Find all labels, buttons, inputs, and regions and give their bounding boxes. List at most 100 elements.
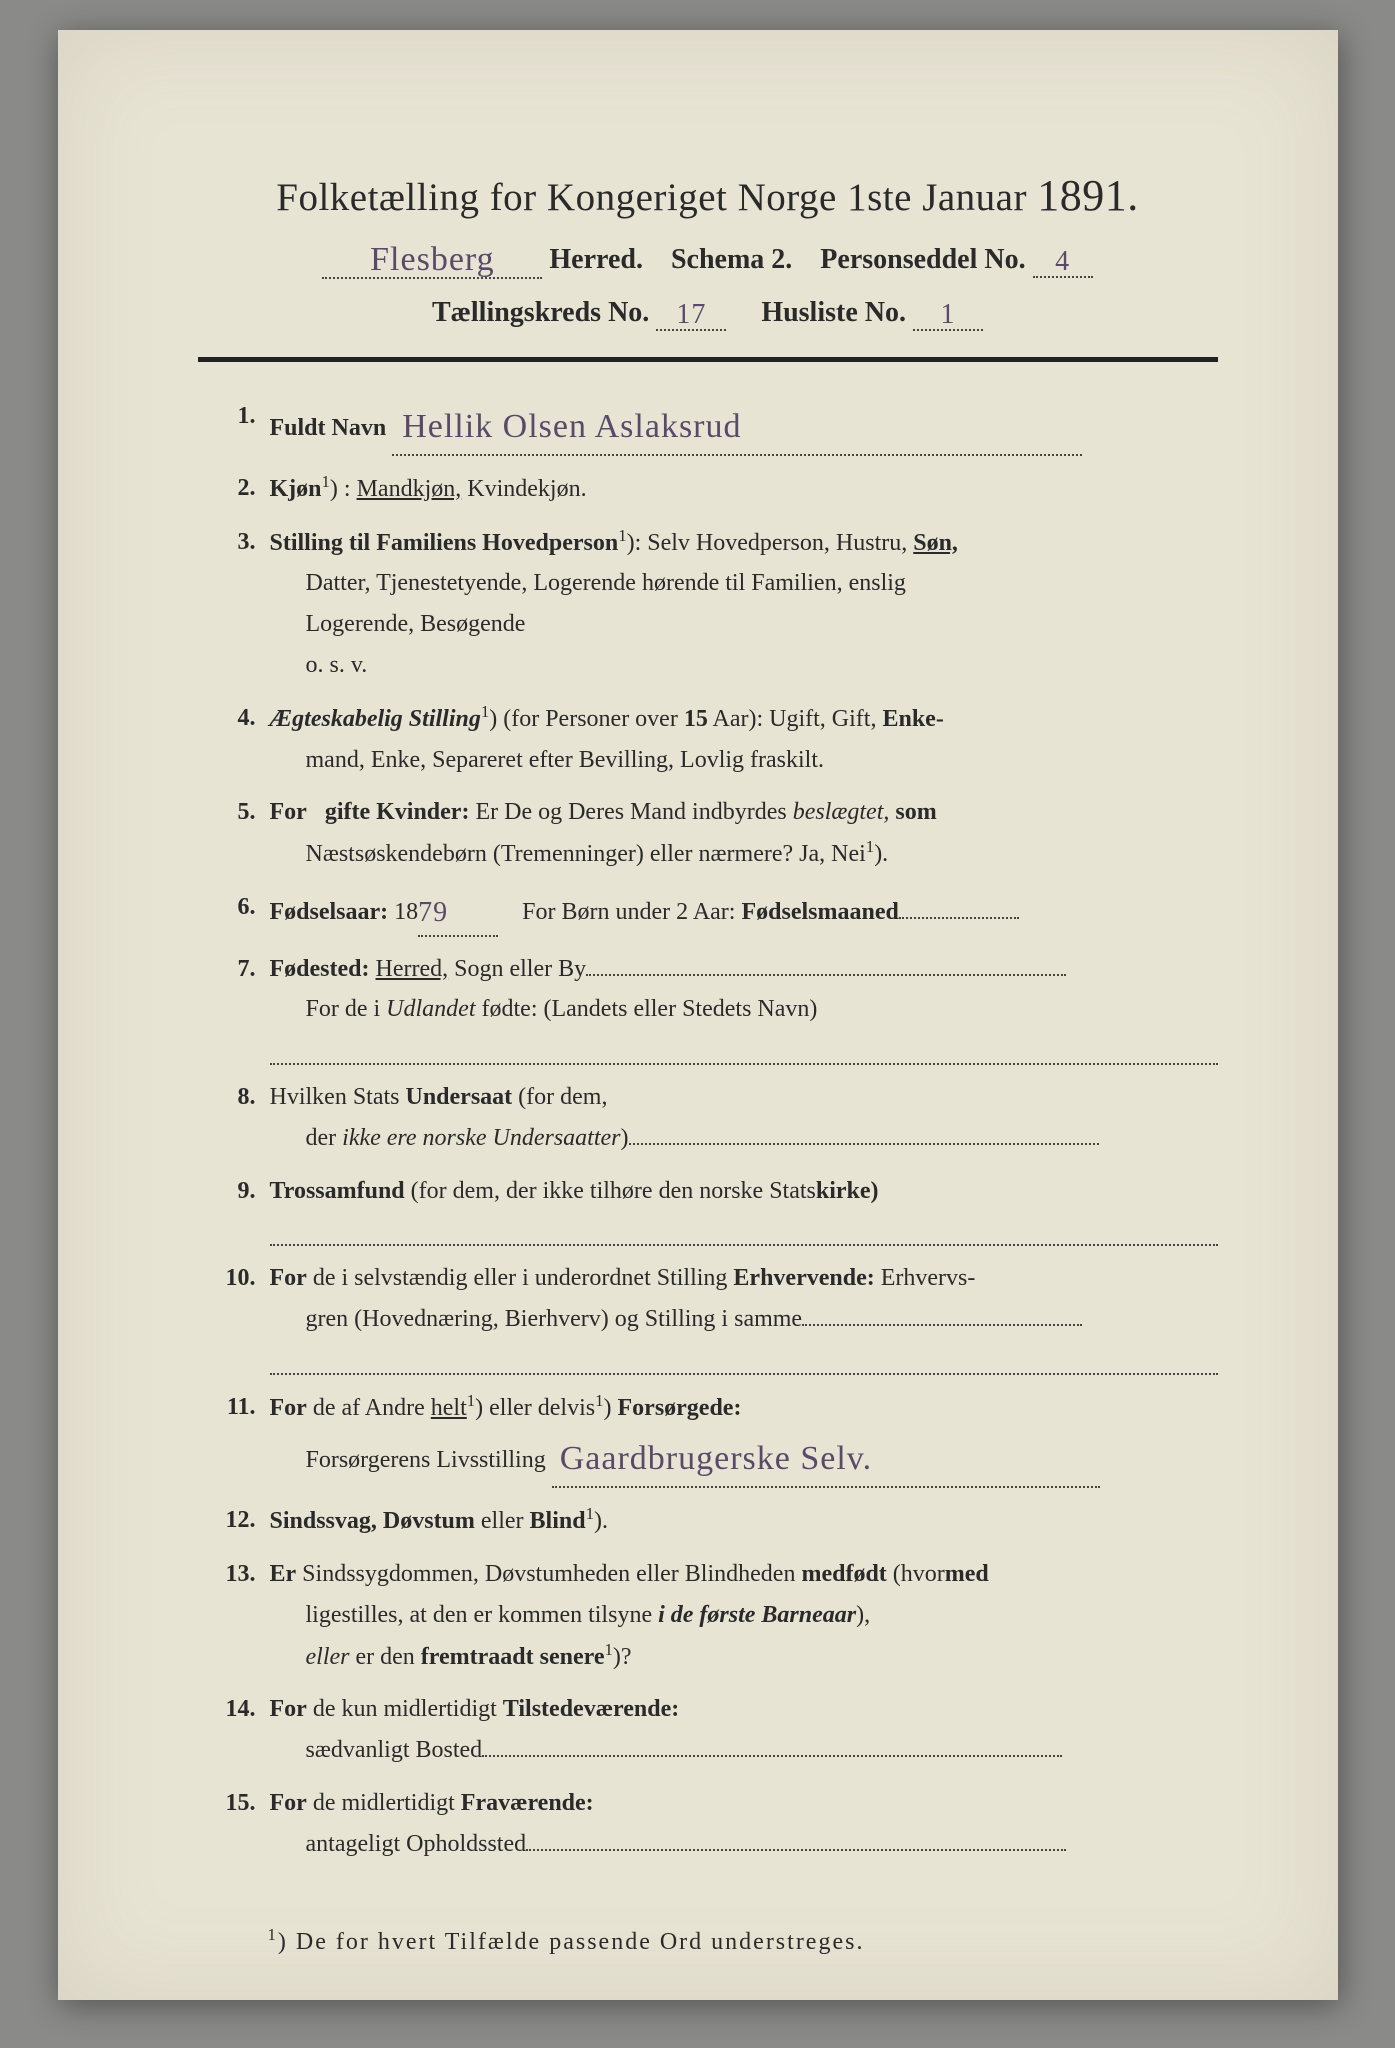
- line2b: ).: [874, 841, 888, 867]
- blank-line: [270, 1215, 1218, 1246]
- s1: 1: [467, 1391, 475, 1410]
- taellingskreds-label: Tællingskreds No.: [432, 297, 649, 328]
- entry-num: 9.: [198, 1171, 270, 1247]
- l2b: fødte: (Landets eller Stedets Navn): [476, 996, 818, 1022]
- opt-mandkjon: Mandkjøn,: [357, 476, 462, 502]
- bb: med: [945, 1561, 989, 1587]
- opt-herred: Herred,: [375, 956, 448, 982]
- after: de i selvstændig eller i underordnet Sti…: [307, 1265, 734, 1291]
- label: Fødselsaar:: [270, 899, 389, 925]
- l2b: ),: [856, 1602, 870, 1628]
- ital: Udlandet: [386, 996, 475, 1022]
- entry-10: 10. For de i selvstændig eller i underor…: [198, 1258, 1218, 1374]
- bold: Forsørgede:: [618, 1395, 742, 1421]
- entry-content: Ægteskabelig Stilling1) (for Personer ov…: [270, 698, 1218, 781]
- aa: de af Andre: [307, 1395, 431, 1421]
- after: Er De og Deres Mand indbyrdes: [469, 799, 792, 825]
- entry-content: Fuldt Navn Hellik Olsen Aslaksrud: [270, 396, 1218, 456]
- title-text: Folketælling for Kongeriget Norge 1ste J…: [276, 176, 1027, 219]
- s2: 1: [595, 1391, 603, 1410]
- entry-content: For de kun midlertidigt Tilstedeværende:…: [270, 1689, 1218, 1771]
- end: ).: [594, 1508, 608, 1534]
- entry-3: 3. Stilling til Familiens Hovedperson1):…: [198, 522, 1218, 686]
- after2: Erhvervs-: [875, 1265, 976, 1291]
- prefix: 18: [388, 899, 418, 925]
- l3a: er den: [349, 1644, 420, 1670]
- schema-label: Schema 2.: [671, 244, 792, 275]
- personseddel-field: 4: [1033, 244, 1093, 278]
- l1a: Hvilken Stats: [270, 1084, 406, 1110]
- entry-15: 15. For de midlertidigt Fraværende: anta…: [198, 1783, 1218, 1865]
- undersaat-field: [629, 1119, 1099, 1145]
- pre: For: [270, 1265, 307, 1291]
- line2: Næstsøskendebørn (Tremenninger) eller næ…: [270, 833, 1218, 875]
- fn-sup: 1: [268, 1925, 278, 1944]
- entry-9: 9. Trossamfund (for dem, der ikke tilhør…: [198, 1171, 1218, 1247]
- ital: beslægtet,: [793, 799, 890, 825]
- ul: helt: [431, 1395, 467, 1421]
- taellingskreds-value: 17: [676, 299, 706, 330]
- entry-num: 1.: [198, 396, 270, 456]
- line3: Logerende, Besøgende: [270, 604, 1218, 645]
- after: (for dem, der ikke tilhøre den norske St…: [405, 1178, 816, 1204]
- bold: Erhvervende:: [733, 1265, 874, 1291]
- entry-content: For de i selvstændig eller i underordnet…: [270, 1258, 1218, 1374]
- line2: mand, Enke, Separeret efter Bevilling, L…: [270, 740, 1218, 781]
- herred-label: Herred.: [549, 244, 643, 275]
- mid: For Børn under 2 Aar:: [522, 899, 741, 925]
- name-value: Hellik Olsen Aslaksrud: [402, 408, 741, 445]
- pre: For: [270, 1790, 307, 1816]
- entry-6: 6. Fødselsaar: 1879 For Børn under 2 Aar…: [198, 887, 1218, 937]
- entry-num: 8.: [198, 1077, 270, 1159]
- forsorger-value: Gaardbrugerske Selv.: [560, 1440, 872, 1477]
- b15: 15: [684, 706, 708, 732]
- entry-num: 10.: [198, 1258, 270, 1374]
- year-field: 79: [418, 887, 498, 937]
- entry-13: 13. Er Sindssygdommen, Døvstumheden elle…: [198, 1554, 1218, 1677]
- ac: ): [604, 1395, 618, 1421]
- entry-num: 7.: [198, 949, 270, 1065]
- line2: Forsørgerens Livsstilling Gaardbrugerske…: [270, 1428, 1218, 1488]
- mid: gifte Kvinder:: [325, 799, 470, 825]
- l1b: (for dem,: [512, 1084, 607, 1110]
- l2l: Forsørgerens Livsstilling: [306, 1447, 546, 1473]
- herred-field: Flesberg: [322, 239, 542, 279]
- month-field: [899, 893, 1019, 919]
- entry-num: 11.: [198, 1387, 270, 1489]
- label: Trossamfund: [270, 1178, 405, 1204]
- bb: Blind: [530, 1508, 586, 1534]
- opt-son: Søn,: [913, 530, 958, 556]
- pre: For: [270, 1696, 307, 1722]
- entry-content: Fødselsaar: 1879 For Børn under 2 Aar: F…: [270, 887, 1218, 937]
- ba: Sindssvag, Døvstum: [270, 1508, 475, 1534]
- entry-5: 5. For gifte Kvinder: Er De og Deres Man…: [198, 792, 1218, 875]
- fn-text: ) De for hvert Tilfælde passende Ord und…: [278, 1929, 865, 1955]
- after: de kun midlertidigt: [307, 1696, 503, 1722]
- label: Fuldt Navn: [270, 415, 387, 441]
- ab: ) eller delvis: [475, 1395, 595, 1421]
- fodested-field: [586, 950, 1066, 976]
- entry-content: Sindssvag, Døvstum eller Blind1).: [270, 1500, 1218, 1542]
- entry-14: 14. For de kun midlertidigt Tilstedevære…: [198, 1689, 1218, 1771]
- after2: Aar): Ugift, Gift,: [708, 706, 883, 732]
- bosted-field: [482, 1731, 1062, 1757]
- entry-1: 1. Fuldt Navn Hellik Olsen Aslaksrud: [198, 396, 1218, 456]
- entry-content: Kjøn1) : Mandkjøn, Kvindekjøn.: [270, 468, 1218, 510]
- header-line-2: Flesberg Herred. Schema 2. Personseddel …: [198, 239, 1218, 279]
- after: Sogn eller By: [448, 956, 586, 982]
- sup: 1: [586, 1504, 594, 1523]
- entry-8: 8. Hvilken Stats Undersaat (for dem, der…: [198, 1077, 1218, 1159]
- mid: eller: [475, 1508, 530, 1534]
- l2a: ligestilles, at den er kommen tilsyne: [306, 1602, 659, 1628]
- ab: (hvor: [887, 1561, 945, 1587]
- pre: For: [270, 799, 307, 825]
- after: ): Selv Hovedperson, Hustru,: [627, 530, 914, 556]
- entry-11: 11. For de af Andre helt1) eller delvis1…: [198, 1387, 1218, 1489]
- line2: antageligt Opholdssted: [270, 1824, 1218, 1865]
- pre: For: [270, 1395, 307, 1421]
- bold-end: som: [889, 799, 936, 825]
- entry-num: 5.: [198, 792, 270, 875]
- herred-value: Flesberg: [370, 241, 494, 278]
- bold-end: kirke): [816, 1178, 879, 1204]
- husliste-value: 1: [941, 299, 956, 330]
